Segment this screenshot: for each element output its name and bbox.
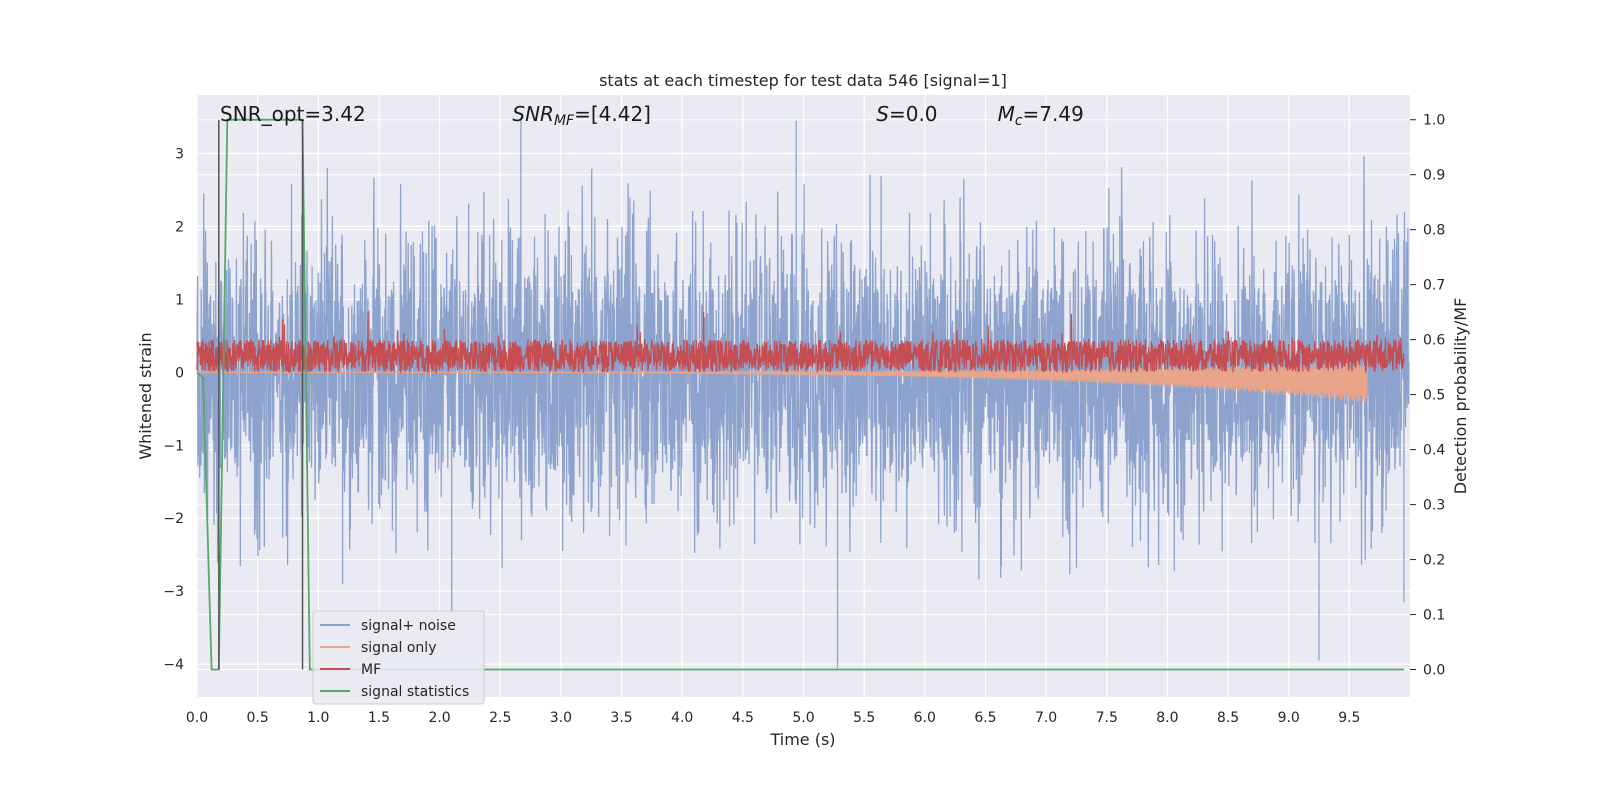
x-tick-label-11: 5.5 <box>853 710 875 726</box>
x-tick-label-16: 8.0 <box>1156 710 1178 726</box>
annotation-mc: Mc=7.49 <box>998 102 1084 129</box>
annotation-snr-opt: SNR_opt=3.42 <box>220 102 366 126</box>
y-right-tick-label-9: 0.9 <box>1423 168 1445 184</box>
vline-layer <box>218 119 304 670</box>
y-axis-right-label: Detection probability/MF <box>1451 298 1470 495</box>
series-layer <box>196 116 1410 671</box>
y-axis-right-ticks: 0.0 0.1 0.2 0.3 0.4 0.5 0.6 0.7 0.8 0.9 1.0 <box>1410 113 1445 679</box>
x-tick-label-4: 2.0 <box>428 710 450 726</box>
x-tick-label-12: 6.0 <box>914 710 936 726</box>
annotation-s-stat: S=0.0 <box>876 102 937 126</box>
x-tick-label-15: 7.5 <box>1096 710 1118 726</box>
x-tick-label-10: 5.0 <box>792 710 814 726</box>
y-tick-label-5: 1 <box>175 292 184 308</box>
y-right-tick-label-10: 1.0 <box>1423 113 1445 129</box>
y-axis-label: Whitened strain <box>136 332 155 459</box>
y-tick-label-2: −2 <box>163 511 184 527</box>
x-tick-label-8: 4.0 <box>671 710 693 726</box>
y-right-tick-label-1: 0.1 <box>1423 608 1445 624</box>
x-tick-label-0: 0.0 <box>186 710 208 726</box>
legend-label-signal-statistics: signal statistics <box>361 684 469 700</box>
y-tick-label-7: 3 <box>175 146 184 162</box>
y-axis-ticks: −4 −3 −2 −1 0 1 2 3 <box>163 146 184 673</box>
legend-label-signal-only: signal only <box>361 640 436 656</box>
x-tick-label-13: 6.5 <box>974 710 996 726</box>
series-mf <box>196 311 1405 375</box>
y-right-tick-label-5: 0.5 <box>1423 388 1445 404</box>
x-tick-label-14: 7.0 <box>1035 710 1057 726</box>
chart-title: stats at each timestep for test data 546… <box>599 71 1007 90</box>
annotation-snr-mf: SNRMF=[4.42] <box>512 102 651 129</box>
series-signal-only <box>197 362 1369 403</box>
legend-box <box>312 610 485 705</box>
y-tick-label-1: −3 <box>163 584 184 600</box>
y-right-tick-label-3: 0.3 <box>1423 498 1445 514</box>
x-tick-label-6: 3.0 <box>550 710 572 726</box>
legend: signal+ noise signal only MF signal stat… <box>312 610 485 705</box>
x-tick-label-7: 3.5 <box>610 710 632 726</box>
x-axis-ticks: 0.0 0.5 1.0 1.5 2.0 2.5 3.0 3.5 4.0 4.5 5.0 5.5 6.0 6… <box>186 710 1361 726</box>
x-tick-label-1: 0.5 <box>247 710 269 726</box>
series-signal-statistics <box>196 118 1404 671</box>
x-tick-label-9: 4.5 <box>732 710 754 726</box>
legend-label-mf: MF <box>361 662 381 678</box>
y-tick-label-3: −1 <box>163 438 184 454</box>
y-tick-label-0: −4 <box>163 657 184 673</box>
y-right-tick-label-7: 0.7 <box>1423 278 1445 294</box>
y-right-tick-label-2: 0.2 <box>1423 553 1445 569</box>
x-tick-label-17: 8.5 <box>1217 710 1239 726</box>
x-tick-label-3: 1.5 <box>368 710 390 726</box>
y-right-tick-label-8: 0.8 <box>1423 223 1445 239</box>
y-right-tick-label-0: 0.0 <box>1423 663 1445 679</box>
series-signal-noise <box>196 116 1410 668</box>
x-tick-label-2: 1.0 <box>307 710 329 726</box>
x-tick-label-19: 9.5 <box>1338 710 1360 726</box>
x-axis-label: Time (s) <box>769 730 835 749</box>
legend-label-signal-noise: signal+ noise <box>361 618 456 634</box>
y-right-tick-label-6: 0.6 <box>1423 333 1445 349</box>
y-right-tick-label-4: 0.4 <box>1423 443 1445 459</box>
y-tick-label-6: 2 <box>175 219 184 235</box>
x-tick-label-5: 2.5 <box>489 710 511 726</box>
x-tick-label-18: 9.0 <box>1278 710 1300 726</box>
annotations: SNR_opt=3.42 SNRMF=[4.42] S=0.0 Mc=7.49 <box>220 102 1084 129</box>
y-tick-label-4: 0 <box>175 365 184 381</box>
